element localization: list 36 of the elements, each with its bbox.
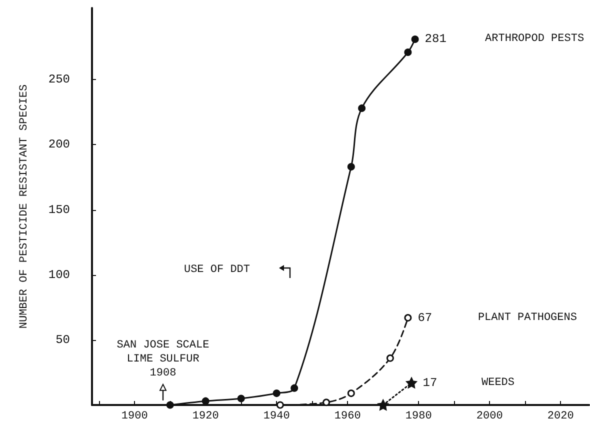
x-tick-label: 2000 xyxy=(476,410,503,422)
point xyxy=(347,163,355,171)
point xyxy=(404,314,412,322)
point xyxy=(272,390,280,398)
text: ARTHROPOD PESTS xyxy=(485,33,584,46)
point xyxy=(411,35,419,43)
point xyxy=(404,48,412,56)
point xyxy=(406,378,417,388)
data-label: 67 xyxy=(418,310,432,325)
x-tick-label: 1900 xyxy=(121,410,148,422)
x-tick-label: 1980 xyxy=(405,410,432,422)
point xyxy=(347,390,355,398)
point xyxy=(386,354,394,362)
y-axis-title: NUMBER OF PESTICIDE RESISTANT SPECIES xyxy=(18,84,30,329)
point xyxy=(276,401,284,409)
x-tick-label: 1940 xyxy=(263,410,290,422)
point xyxy=(378,400,388,410)
point xyxy=(202,397,210,405)
y-tick-label: 50 xyxy=(56,332,70,347)
point xyxy=(358,104,366,112)
x-tick-label: 1920 xyxy=(192,410,219,422)
y-tick-label: 100 xyxy=(48,268,70,282)
point xyxy=(290,384,298,392)
annotation: USE OF DDT xyxy=(184,264,250,276)
text: WEEDS xyxy=(482,376,515,389)
annotation: SAN JOSE SCALE LIME SULFUR 1908 xyxy=(116,339,210,380)
x-tick-label: 2020 xyxy=(547,410,574,422)
text: PLANT PATHOGENS xyxy=(478,312,578,324)
point xyxy=(237,394,245,402)
y-tick-label: 250 xyxy=(48,72,70,87)
x-tick-label: 1960 xyxy=(334,410,361,422)
y-tick-label: 200 xyxy=(48,138,70,152)
data-label: 17 xyxy=(422,376,438,390)
data-label: 281 xyxy=(424,32,446,46)
point xyxy=(322,398,330,406)
y-tick-label: 150 xyxy=(48,202,70,217)
